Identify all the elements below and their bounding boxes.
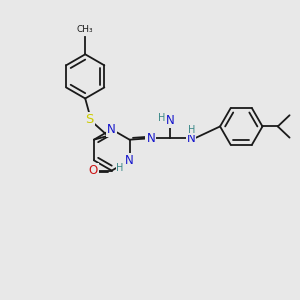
Text: N: N <box>187 132 196 145</box>
Text: H: H <box>158 112 165 123</box>
Text: CH₃: CH₃ <box>77 25 94 34</box>
Text: O: O <box>89 164 98 177</box>
Text: N: N <box>146 132 155 145</box>
Text: N: N <box>107 123 116 136</box>
Text: N: N <box>166 114 174 127</box>
Text: N: N <box>125 154 134 167</box>
Text: S: S <box>85 113 94 126</box>
Text: H: H <box>188 125 195 135</box>
Text: H: H <box>116 163 124 173</box>
